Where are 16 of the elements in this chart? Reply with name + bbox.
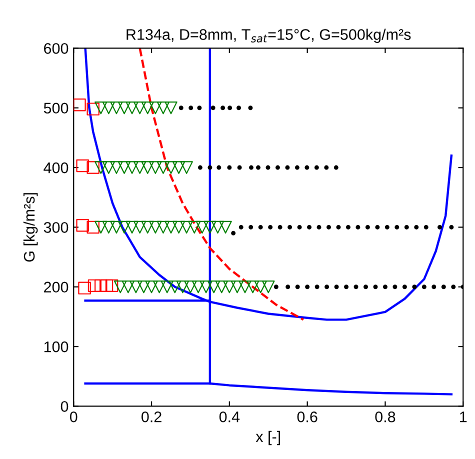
y-tick-label: 0 [60, 401, 68, 412]
x-axis-title: x [-] [256, 430, 280, 446]
x-tick-label: 1 [460, 412, 467, 422]
chart-title: R134a, D=8mm, T$_{sat}$=15°C, G=500kg/m²s [126, 28, 411, 43]
x-tick-label: 0.4 [219, 411, 240, 422]
y-tick-label: 200 [44, 282, 68, 293]
y-tick-label: 300 [44, 222, 68, 233]
y-tick-label: 600 [44, 43, 68, 54]
y-axis-title: G [kg/m²s] [23, 193, 38, 262]
y-tick-label: 400 [44, 162, 68, 174]
y-tick-label: 100 [44, 341, 68, 352]
x-tick-label: 0.8 [375, 411, 396, 422]
x-tick-label: 0.2 [142, 411, 162, 422]
x-tick-label: 0.6 [297, 411, 318, 422]
x-tick-label: 0 [70, 411, 78, 422]
y-tick-label: 500 [44, 102, 68, 114]
